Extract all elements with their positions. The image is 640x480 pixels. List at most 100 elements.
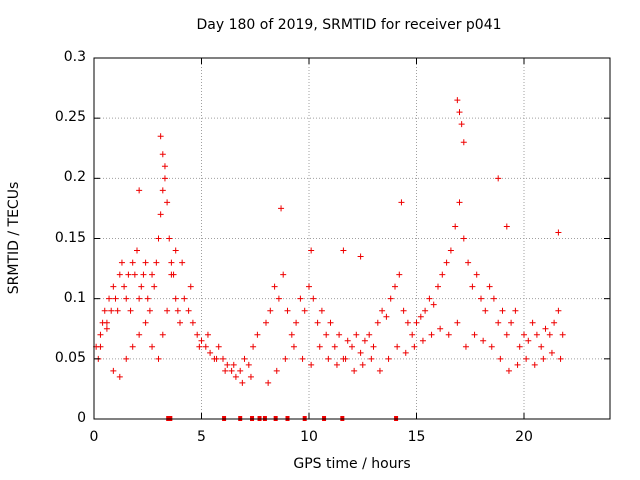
data-point bbox=[540, 355, 547, 362]
x-tick-label: 10 bbox=[300, 429, 318, 445]
data-point bbox=[499, 307, 506, 314]
data-point bbox=[497, 355, 504, 362]
x-tick-label: 5 bbox=[197, 429, 206, 445]
data-point bbox=[340, 247, 347, 254]
data-point bbox=[523, 355, 530, 362]
data-point bbox=[198, 337, 205, 344]
data-point bbox=[445, 331, 452, 338]
data-point bbox=[383, 313, 390, 320]
data-point bbox=[316, 343, 323, 350]
data-point bbox=[437, 325, 444, 332]
data-point bbox=[366, 331, 373, 338]
data-point bbox=[161, 163, 168, 170]
data-point bbox=[263, 319, 269, 326]
data-point bbox=[204, 331, 211, 338]
data-point bbox=[419, 337, 426, 344]
data-point bbox=[185, 307, 192, 314]
x-tick-label: 15 bbox=[407, 429, 426, 445]
data-point bbox=[172, 247, 179, 254]
data-point bbox=[351, 367, 358, 374]
data-point bbox=[439, 271, 446, 278]
data-point bbox=[275, 295, 282, 302]
data-point bbox=[400, 307, 407, 314]
data-point bbox=[538, 343, 545, 350]
data-point bbox=[310, 295, 317, 302]
data-point bbox=[417, 313, 424, 320]
data-point bbox=[121, 283, 128, 290]
data-point bbox=[155, 355, 162, 362]
data-point bbox=[161, 175, 168, 182]
data-series bbox=[93, 97, 566, 386]
data-point bbox=[392, 283, 398, 290]
data-point bbox=[97, 331, 104, 338]
data-point bbox=[232, 373, 239, 380]
data-point bbox=[460, 235, 467, 242]
data-point bbox=[531, 361, 538, 368]
data-point bbox=[172, 295, 179, 302]
data-point bbox=[486, 283, 493, 290]
data-point bbox=[155, 235, 162, 242]
data-point bbox=[482, 307, 489, 314]
data-point bbox=[308, 247, 315, 254]
data-point bbox=[245, 361, 252, 368]
data-point bbox=[123, 295, 130, 302]
data-point bbox=[447, 247, 454, 254]
data-point bbox=[136, 295, 143, 302]
data-point bbox=[525, 337, 532, 344]
data-point bbox=[144, 295, 151, 302]
data-point bbox=[521, 331, 527, 338]
data-point bbox=[325, 355, 332, 362]
data-point bbox=[465, 259, 472, 266]
data-point bbox=[353, 331, 360, 338]
data-point bbox=[237, 367, 244, 374]
data-point bbox=[149, 271, 156, 278]
data-point bbox=[323, 331, 330, 338]
data-point bbox=[512, 307, 519, 314]
data-point bbox=[473, 271, 480, 278]
data-point bbox=[153, 259, 160, 266]
data-point bbox=[387, 295, 394, 302]
data-point bbox=[336, 331, 343, 338]
data-point bbox=[282, 355, 289, 362]
data-point bbox=[490, 295, 497, 302]
data-point bbox=[151, 283, 158, 290]
data-point bbox=[181, 295, 188, 302]
data-point bbox=[306, 283, 312, 290]
y-tick-label: 0.05 bbox=[54, 349, 86, 366]
y-tick-label: 0.15 bbox=[54, 229, 86, 246]
data-point bbox=[514, 361, 521, 368]
y-tick-label: 0.3 bbox=[63, 49, 86, 65]
data-point bbox=[157, 211, 164, 218]
data-point bbox=[194, 331, 201, 338]
data-point bbox=[505, 367, 512, 374]
data-point bbox=[142, 259, 149, 266]
data-point bbox=[168, 259, 175, 266]
data-point bbox=[359, 361, 366, 368]
data-point bbox=[456, 109, 463, 116]
data-point bbox=[273, 367, 280, 374]
data-point bbox=[288, 331, 295, 338]
data-point bbox=[164, 307, 171, 314]
data-point bbox=[301, 307, 308, 314]
data-point bbox=[196, 343, 203, 350]
data-point bbox=[112, 295, 119, 302]
data-point bbox=[146, 307, 153, 314]
data-point bbox=[357, 349, 364, 356]
data-point bbox=[404, 319, 411, 326]
data-point bbox=[516, 343, 523, 350]
data-point bbox=[149, 343, 156, 350]
data-point bbox=[174, 307, 181, 314]
data-point bbox=[250, 343, 257, 350]
data-point bbox=[551, 319, 558, 326]
data-point bbox=[409, 331, 416, 338]
data-point bbox=[116, 373, 123, 380]
x-tick-label: 20 bbox=[515, 429, 533, 445]
data-point bbox=[379, 307, 386, 314]
data-point bbox=[402, 349, 409, 356]
data-point bbox=[559, 331, 566, 338]
data-point bbox=[413, 319, 420, 326]
data-point bbox=[411, 343, 418, 350]
data-point bbox=[452, 223, 459, 230]
data-point bbox=[168, 271, 175, 278]
